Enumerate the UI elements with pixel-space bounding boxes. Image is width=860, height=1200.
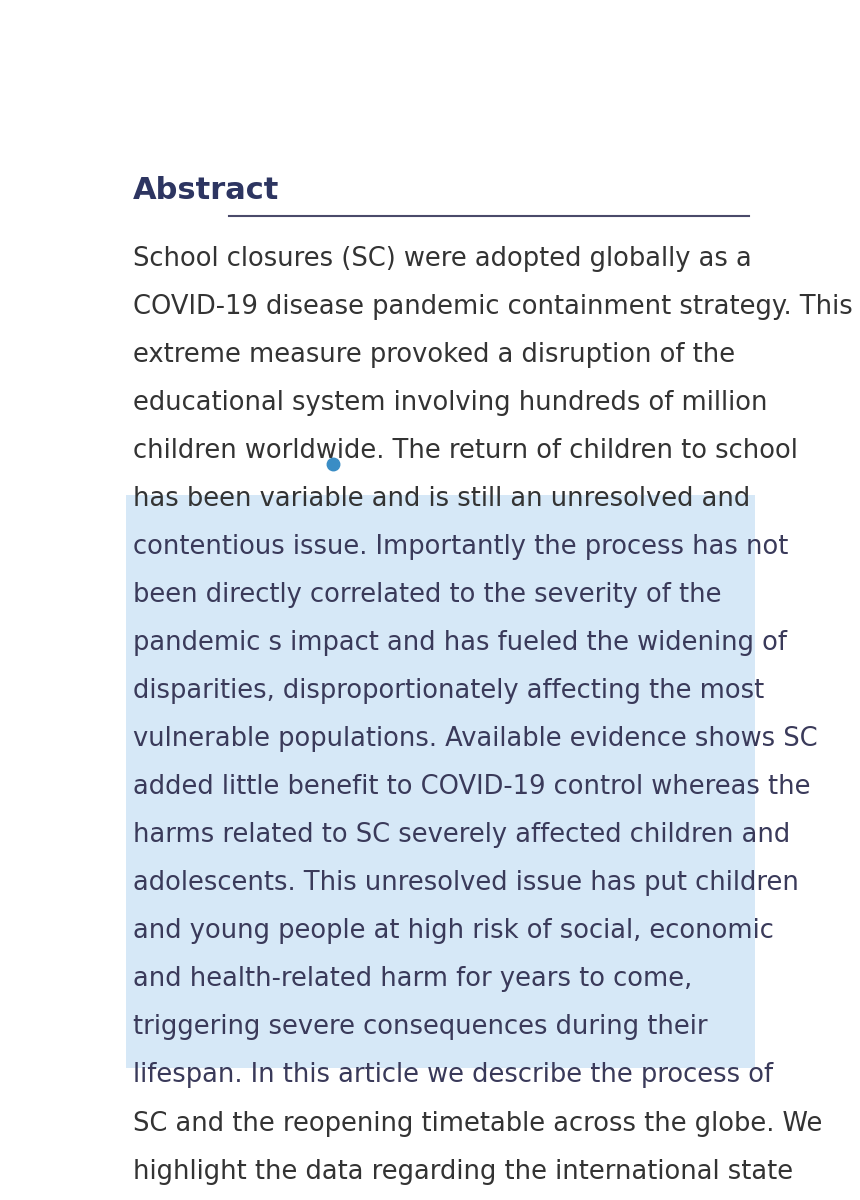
- Text: COVID-19 disease pandemic containment strategy. This: COVID-19 disease pandemic containment st…: [132, 294, 852, 319]
- Text: and young people at high risk of social, economic: and young people at high risk of social,…: [132, 918, 774, 944]
- Text: highlight the data regarding the international state: highlight the data regarding the interna…: [132, 1158, 793, 1184]
- Text: extreme measure provoked a disruption of the: extreme measure provoked a disruption of…: [132, 342, 735, 367]
- Text: has been variable and is still an unresolved and: has been variable and is still an unreso…: [132, 486, 750, 512]
- Text: SC and the reopening timetable across the globe. We: SC and the reopening timetable across th…: [132, 1110, 822, 1136]
- Text: been directly correlated to the severity of the: been directly correlated to the severity…: [132, 582, 722, 608]
- Text: contentious issue. Importantly the process has not: contentious issue. Importantly the proce…: [132, 534, 789, 560]
- Text: Abstract: Abstract: [132, 176, 280, 205]
- Text: lifespan. In this article we describe the process of: lifespan. In this article we describe th…: [132, 1062, 773, 1088]
- Text: children worldwide. The return of children to school: children worldwide. The return of childr…: [132, 438, 798, 464]
- Text: adolescents. This unresolved issue has put children: adolescents. This unresolved issue has p…: [132, 870, 799, 896]
- Bar: [126, 494, 755, 1073]
- Text: added little benefit to COVID-19 control whereas the: added little benefit to COVID-19 control…: [132, 774, 810, 800]
- Text: triggering severe consequences during their: triggering severe consequences during th…: [132, 1014, 708, 1040]
- Text: disparities, disproportionately affecting the most: disparities, disproportionately affectin…: [132, 678, 764, 704]
- Text: vulnerable populations. Available evidence shows SC: vulnerable populations. Available eviden…: [132, 726, 818, 752]
- Text: educational system involving hundreds of million: educational system involving hundreds of…: [132, 390, 767, 415]
- Text: and health-related harm for years to come,: and health-related harm for years to com…: [132, 966, 692, 992]
- Text: harms related to SC severely affected children and: harms related to SC severely affected ch…: [132, 822, 790, 848]
- Text: School closures (SC) were adopted globally as a: School closures (SC) were adopted global…: [132, 246, 752, 271]
- Text: pandemic s impact and has fueled the widening of: pandemic s impact and has fueled the wid…: [132, 630, 787, 656]
